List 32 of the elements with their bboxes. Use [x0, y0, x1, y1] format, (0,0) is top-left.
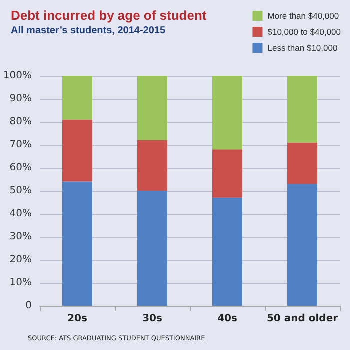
y-tick-label: 100% — [3, 70, 32, 82]
bar — [62, 76, 92, 120]
bar — [62, 182, 92, 306]
chart-title: Debt incurred by age of student — [11, 8, 208, 23]
y-tick-label: 40% — [10, 208, 32, 220]
bar — [288, 76, 318, 143]
bar — [138, 191, 168, 306]
legend-label: Less than $10,000 — [268, 43, 338, 53]
y-tick-label: 70% — [10, 140, 32, 150]
y-tick-label: 90% — [10, 94, 32, 104]
y-tick-label: 60% — [10, 162, 32, 174]
x-tick-label: 20s — [68, 314, 88, 324]
x-tick-label: 50 and older — [266, 314, 338, 324]
bar — [138, 140, 168, 191]
y-tick-label: 80% — [10, 116, 32, 128]
bar — [212, 76, 242, 150]
y-tick-label: 20% — [10, 254, 32, 266]
legend-label: $10,000 to $40,000 — [268, 27, 342, 37]
y-tick-label: 50% — [10, 186, 32, 196]
bar — [138, 76, 168, 140]
x-tick-label: 30s — [142, 314, 162, 324]
y-tick-label: 30% — [10, 232, 32, 242]
legend-label: More than $40,000 — [268, 11, 340, 21]
bar — [212, 150, 242, 198]
y-tick-label: 0 — [26, 300, 32, 312]
bar — [212, 198, 242, 306]
bar — [288, 142, 318, 184]
x-tick-label: 40s — [218, 314, 238, 324]
bar — [62, 120, 92, 182]
y-tick-label: 10% — [10, 278, 32, 288]
bar — [288, 184, 318, 306]
chart-subtitle: All master’s students, 2014-2015 — [11, 26, 166, 36]
